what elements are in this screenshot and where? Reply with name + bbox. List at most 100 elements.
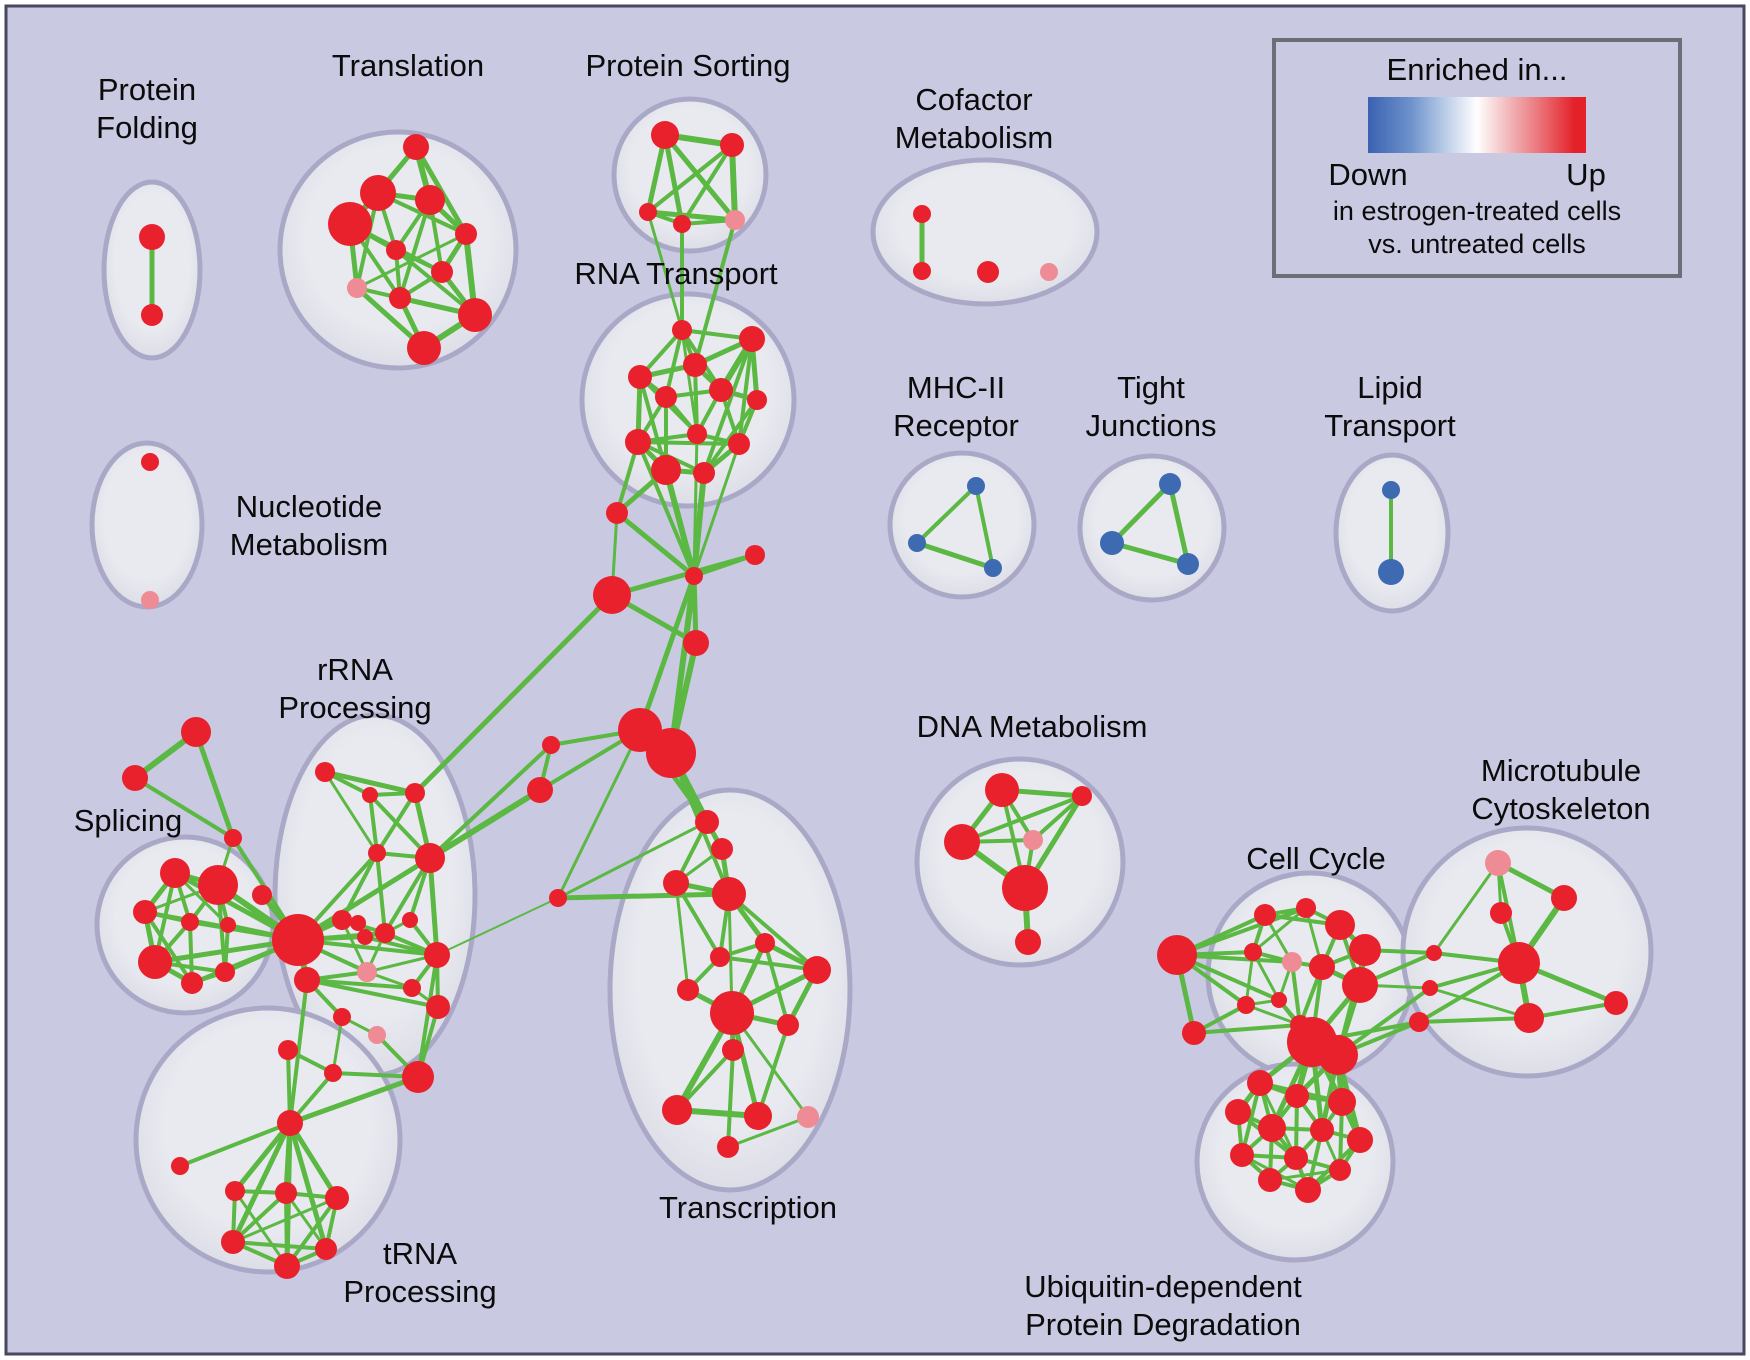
legend-title: Enriched in... xyxy=(1386,52,1568,87)
network-node xyxy=(728,433,750,455)
network-edge xyxy=(664,328,684,399)
cluster-label: Tight Junctions xyxy=(1086,370,1217,443)
network-node xyxy=(651,455,681,485)
network-node xyxy=(181,972,203,994)
network-node xyxy=(368,844,386,862)
network-node xyxy=(122,765,148,791)
network-node xyxy=(967,477,985,495)
network-edge xyxy=(375,851,387,935)
network-node xyxy=(315,1238,337,1260)
network-edge xyxy=(233,1189,289,1268)
network-node xyxy=(593,576,631,614)
network-node xyxy=(324,1064,342,1082)
network-node xyxy=(1284,1146,1308,1170)
network-node xyxy=(141,591,159,609)
network-node xyxy=(1258,1168,1282,1192)
network-node xyxy=(1310,1118,1334,1142)
network-node xyxy=(693,462,715,484)
cluster-label: rRNA Processing xyxy=(278,652,431,725)
network-node xyxy=(424,942,450,968)
network-edge xyxy=(305,978,440,1009)
network-edge xyxy=(1432,861,1500,955)
network-node xyxy=(403,134,429,160)
network-edge xyxy=(1428,986,1531,1020)
network-node xyxy=(1282,952,1302,972)
network-node xyxy=(198,865,238,905)
network-node xyxy=(1295,1177,1321,1203)
network-edge xyxy=(763,941,790,1027)
network-node xyxy=(1325,910,1355,940)
network-node xyxy=(985,773,1019,807)
network-node xyxy=(977,261,999,283)
network-edge xyxy=(1417,1016,1531,1024)
node-layer xyxy=(122,121,1628,1279)
network-node xyxy=(133,900,157,924)
network-edge xyxy=(636,440,696,578)
network-edge xyxy=(726,1115,810,1149)
network-node xyxy=(1258,1114,1286,1142)
network-node xyxy=(224,829,242,847)
network-edge xyxy=(718,955,819,972)
network-node xyxy=(1409,1012,1429,1032)
legend-caption-line1: in estrogen-treated cells xyxy=(1332,196,1622,226)
network-edge xyxy=(663,467,697,579)
network-node xyxy=(673,215,691,233)
network-edge xyxy=(737,337,754,446)
network-node xyxy=(403,979,421,997)
cluster-label: Lipid Transport xyxy=(1324,370,1456,443)
network-node xyxy=(625,429,651,455)
network-edge xyxy=(368,793,379,855)
cluster-label: Cofactor Metabolism xyxy=(895,82,1054,155)
network-node xyxy=(672,320,692,340)
network-node xyxy=(687,424,707,444)
cluster-label: RNA Transport xyxy=(574,256,778,291)
network-edge xyxy=(1192,1023,1302,1035)
legend-caption-line2: vs. untreated cells xyxy=(1368,229,1586,259)
network-edge xyxy=(412,592,615,796)
network-edge xyxy=(756,1023,790,1118)
network-edge xyxy=(427,787,543,861)
network-node xyxy=(1318,1035,1358,1075)
network-edge xyxy=(230,1120,293,1245)
network-node xyxy=(272,914,324,966)
network-node xyxy=(1177,553,1199,575)
legend-box: Enriched in... Down Up in estrogen-treat… xyxy=(1272,38,1682,278)
network-node xyxy=(375,923,395,943)
network-edge xyxy=(727,892,819,972)
network-node xyxy=(1349,934,1381,966)
network-edge xyxy=(305,978,414,990)
network-node xyxy=(141,453,159,471)
network-node xyxy=(181,717,211,747)
network-node xyxy=(797,1106,819,1128)
network-node xyxy=(357,962,377,982)
network-edge xyxy=(662,132,738,223)
network-edge xyxy=(1167,481,1191,567)
network-edge xyxy=(1290,960,1302,1027)
cluster-label: Nucleotide Metabolism xyxy=(230,489,389,562)
network-edge xyxy=(555,891,732,901)
network-node xyxy=(362,787,378,803)
network-node xyxy=(908,534,926,552)
network-edge xyxy=(231,1196,339,1244)
cluster-ellipse-trna-processing xyxy=(133,1005,403,1275)
network-node xyxy=(755,933,775,953)
network-edge xyxy=(692,432,699,578)
network-node xyxy=(181,913,199,931)
network-node xyxy=(277,1110,303,1136)
network-node xyxy=(663,870,689,896)
cluster-ellipse-mhc-ii-receptor xyxy=(887,450,1037,600)
network-node xyxy=(683,630,709,656)
network-node xyxy=(360,175,396,211)
network-edge xyxy=(232,1120,293,1194)
network-node xyxy=(606,502,628,524)
cluster-label: tRNA Processing xyxy=(343,1236,496,1309)
network-node xyxy=(1015,929,1041,955)
network-node xyxy=(720,133,744,157)
network-node xyxy=(1296,898,1316,918)
network-node xyxy=(913,205,931,223)
network-node xyxy=(220,917,236,933)
network-node xyxy=(646,728,696,778)
network-node xyxy=(333,1008,351,1026)
network-node xyxy=(1604,991,1628,1015)
legend-endpoints: Down Up xyxy=(1328,157,1605,195)
